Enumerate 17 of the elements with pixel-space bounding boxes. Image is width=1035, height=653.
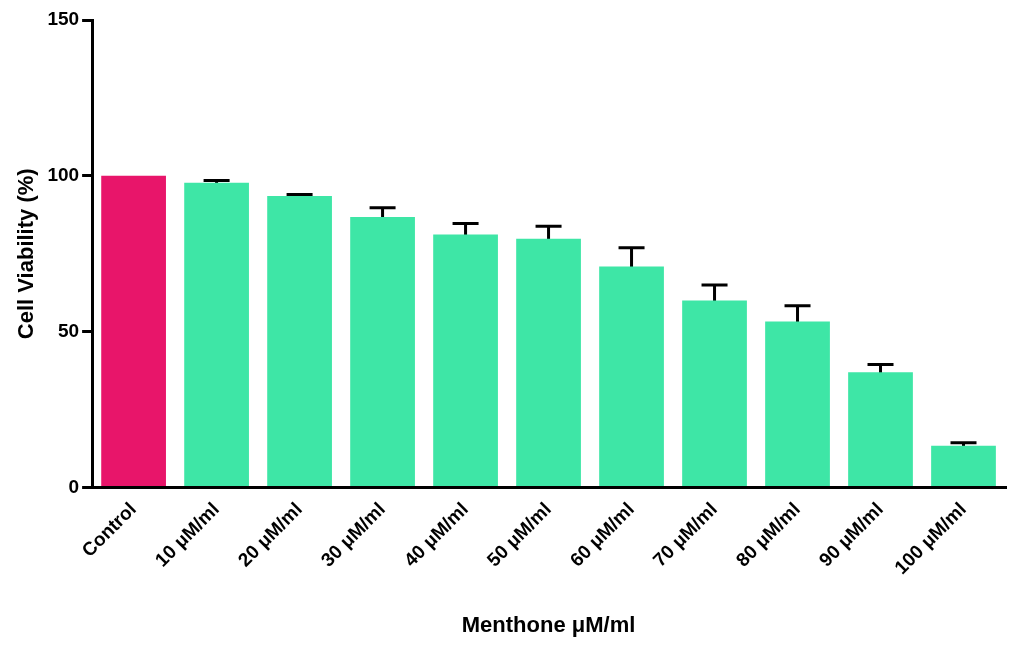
y-tick-label: 50: [57, 319, 80, 341]
bar: [848, 372, 913, 487]
bar: [682, 300, 747, 487]
bar: [516, 238, 581, 487]
bar: [765, 321, 830, 487]
x-axis-title: Menthone μM/ml: [461, 611, 636, 637]
y-tick-label: 100: [47, 164, 80, 186]
bar: [350, 216, 415, 487]
bar: [433, 234, 498, 487]
bar: [931, 445, 996, 487]
y-axis-title: Cell Viability (%): [13, 168, 39, 340]
bar: [184, 182, 249, 487]
y-tick-label: 150: [47, 8, 80, 30]
bar: [101, 175, 166, 487]
y-tick-label: 0: [68, 475, 80, 497]
bar: [267, 196, 332, 487]
bar: [599, 266, 664, 487]
